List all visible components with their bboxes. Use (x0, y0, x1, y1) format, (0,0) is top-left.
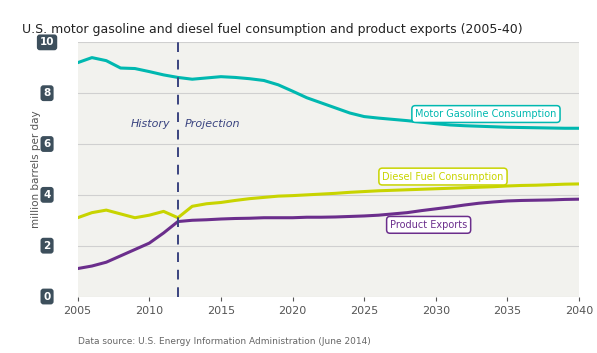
Text: Product Exports: Product Exports (390, 220, 467, 230)
Text: U.S. motor gasoline and diesel fuel consumption and product exports (2005-40): U.S. motor gasoline and diesel fuel cons… (23, 23, 523, 36)
Text: Data source: U.S. Energy Information Administration (June 2014): Data source: U.S. Energy Information Adm… (78, 337, 370, 346)
Y-axis label: million barrels per day: million barrels per day (32, 110, 42, 228)
Text: 2: 2 (44, 241, 51, 251)
Text: History: History (131, 119, 171, 129)
Text: 10: 10 (40, 37, 54, 47)
Text: Motor Gasoline Consumption: Motor Gasoline Consumption (416, 109, 556, 119)
Text: 6: 6 (44, 139, 51, 149)
Text: Projection: Projection (185, 119, 241, 129)
Text: 8: 8 (44, 88, 51, 98)
Text: 0: 0 (44, 292, 51, 301)
Text: Diesel Fuel Consumption: Diesel Fuel Consumption (382, 172, 504, 181)
Text: 4: 4 (44, 190, 51, 200)
